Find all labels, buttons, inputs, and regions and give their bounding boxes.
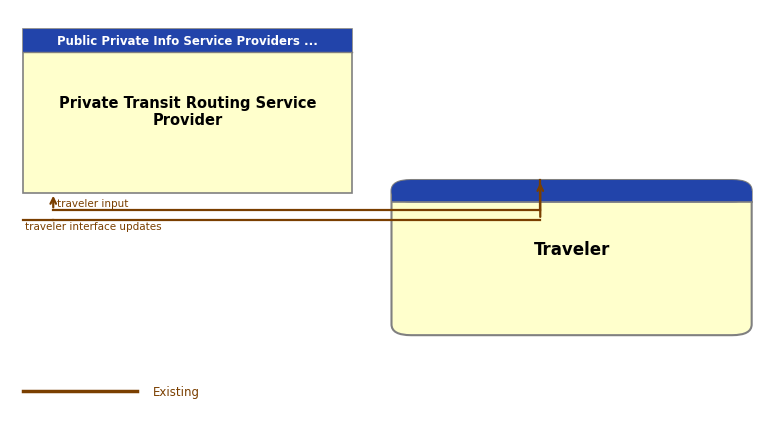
- Text: Traveler: Traveler: [533, 240, 610, 258]
- Bar: [23, 30, 352, 194]
- Text: Private Transit Routing Service
Provider: Private Transit Routing Service Provider: [60, 95, 316, 128]
- FancyBboxPatch shape: [392, 181, 752, 335]
- Text: traveler input: traveler input: [57, 199, 128, 209]
- Text: Public Private Info Service Providers ...: Public Private Info Service Providers ..…: [57, 35, 319, 48]
- Bar: [23, 30, 352, 52]
- Text: Existing: Existing: [153, 385, 200, 398]
- Bar: [392, 192, 752, 203]
- FancyBboxPatch shape: [392, 181, 752, 203]
- Text: traveler interface updates: traveler interface updates: [25, 222, 161, 232]
